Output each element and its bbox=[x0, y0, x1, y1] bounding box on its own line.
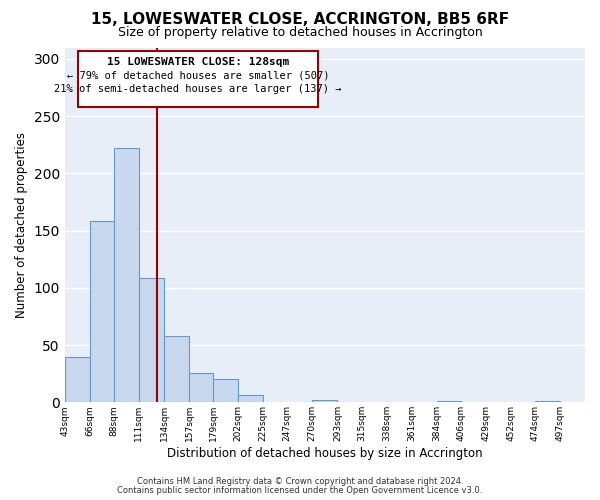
Text: Contains HM Land Registry data © Crown copyright and database right 2024.: Contains HM Land Registry data © Crown c… bbox=[137, 477, 463, 486]
Bar bbox=[213, 380, 238, 402]
X-axis label: Distribution of detached houses by size in Accrington: Distribution of detached houses by size … bbox=[167, 447, 483, 460]
Bar bbox=[313, 400, 337, 402]
Bar bbox=[164, 336, 189, 402]
FancyBboxPatch shape bbox=[78, 51, 318, 107]
Text: Size of property relative to detached houses in Accrington: Size of property relative to detached ho… bbox=[118, 26, 482, 39]
Text: 21% of semi-detached houses are larger (137) →: 21% of semi-detached houses are larger (… bbox=[54, 84, 341, 94]
Text: 15, LOWESWATER CLOSE, ACCRINGTON, BB5 6RF: 15, LOWESWATER CLOSE, ACCRINGTON, BB5 6R… bbox=[91, 12, 509, 28]
Bar bbox=[65, 356, 90, 403]
Text: Contains public sector information licensed under the Open Government Licence v3: Contains public sector information licen… bbox=[118, 486, 482, 495]
Bar bbox=[437, 401, 461, 402]
Bar bbox=[114, 148, 139, 403]
Bar bbox=[535, 401, 560, 402]
Bar bbox=[238, 396, 263, 402]
Y-axis label: Number of detached properties: Number of detached properties bbox=[15, 132, 28, 318]
Bar bbox=[139, 278, 164, 402]
Bar bbox=[189, 372, 213, 402]
Bar bbox=[90, 222, 114, 402]
Text: 15 LOWESWATER CLOSE: 128sqm: 15 LOWESWATER CLOSE: 128sqm bbox=[107, 56, 289, 66]
Text: ← 79% of detached houses are smaller (507): ← 79% of detached houses are smaller (50… bbox=[67, 70, 329, 81]
